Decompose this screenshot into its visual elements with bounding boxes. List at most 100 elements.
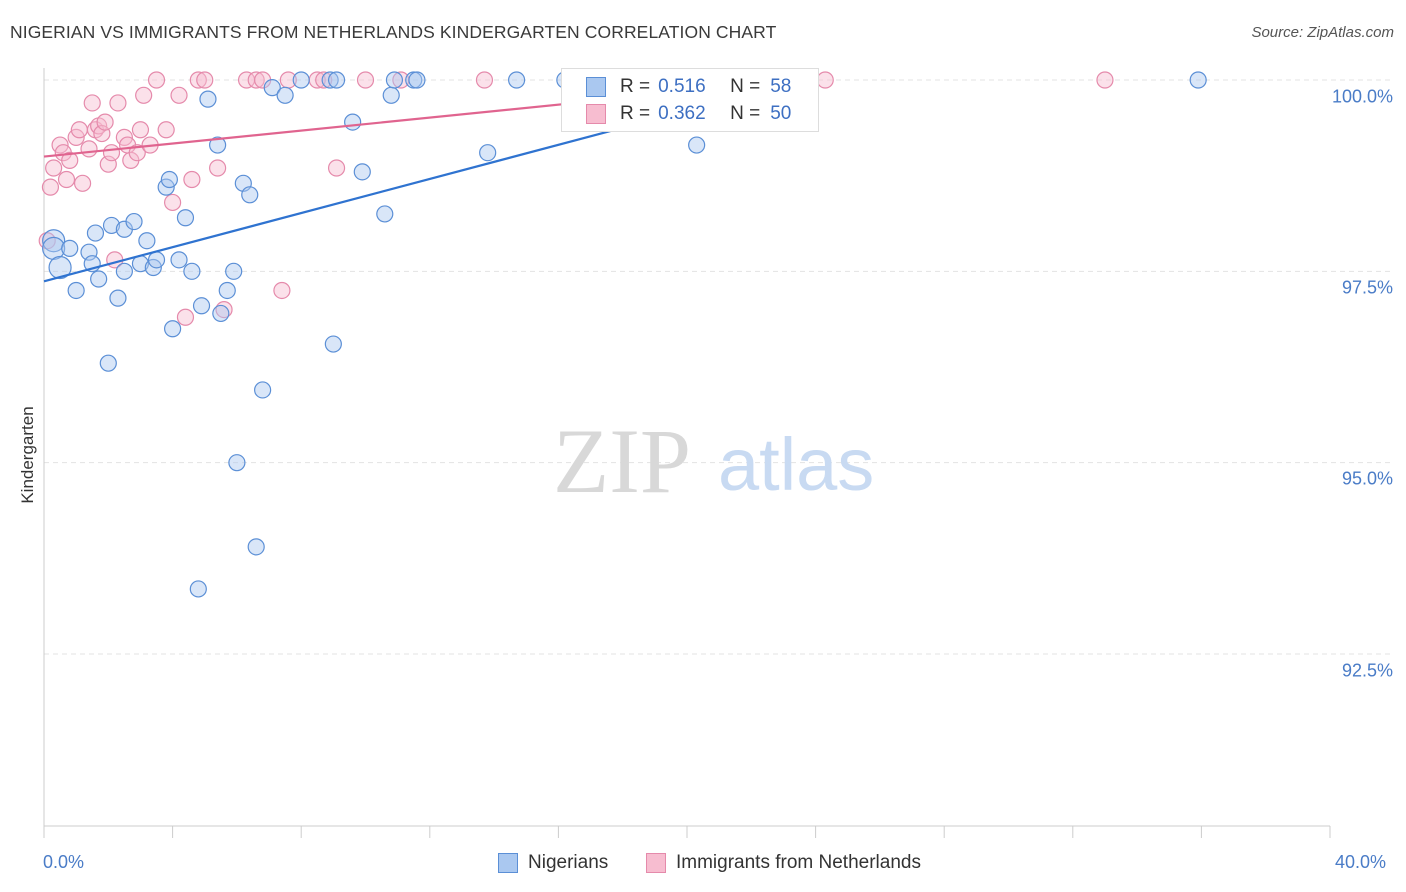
- nigerians-point: [228, 454, 246, 472]
- nigerians-point: [147, 251, 166, 269]
- bottom-legend-swatch-blue: [498, 853, 518, 873]
- nigerians-point: [125, 212, 143, 231]
- nigerians-point: [353, 163, 371, 181]
- y-axis-label: Kindergarten: [18, 406, 37, 504]
- nigerians-point: [48, 255, 72, 280]
- legend-n-label: N =: [730, 103, 761, 124]
- legend-swatch-blue: [586, 77, 606, 97]
- nigerians-point: [102, 216, 121, 235]
- legend-r-value: 0.516: [658, 76, 706, 97]
- nigerians-point: [479, 144, 497, 162]
- x-tick-label: 0.0%: [43, 852, 85, 872]
- nigerians-point: [164, 320, 182, 338]
- y-tick-label: 97.5%: [1341, 277, 1393, 298]
- nigerians-point: [225, 262, 243, 280]
- netherlands-point: [109, 94, 127, 112]
- netherlands-point: [73, 174, 92, 192]
- nigerians-point: [688, 136, 706, 154]
- bottom-legend-swatch-pink: [646, 853, 666, 873]
- netherlands-point: [80, 140, 98, 158]
- netherlands-point: [247, 71, 265, 89]
- nigerians-point: [160, 170, 178, 189]
- nigerians-point: [115, 262, 133, 280]
- nigerians-point: [170, 251, 188, 269]
- legend-n-value: 58: [770, 76, 792, 97]
- nigerians-point: [324, 335, 342, 353]
- nigerians-point: [263, 79, 281, 97]
- series-netherlands-points: [38, 71, 1114, 326]
- netherlands-point: [356, 71, 375, 89]
- y-tick-label: 92.5%: [1341, 660, 1393, 681]
- legend-n-label: N =: [730, 76, 761, 97]
- y-tick-label: 95.0%: [1341, 468, 1393, 489]
- axes: [43, 68, 1331, 838]
- x-tick-label: 40.0%: [1335, 852, 1387, 872]
- legend-n-value: 50: [770, 103, 792, 124]
- nigerians-point: [109, 289, 127, 307]
- netherlands-point: [273, 281, 291, 300]
- legend-row-nigerians: R = 0.516 N = 58: [586, 75, 791, 99]
- nigerians-point: [176, 209, 195, 227]
- legend-row-netherlands: R = 0.362 N = 50: [586, 102, 791, 126]
- bottom-legend-label: Nigerians: [528, 852, 609, 873]
- nigerians-point: [247, 538, 265, 556]
- netherlands-point: [189, 71, 207, 89]
- netherlands-point: [209, 159, 227, 177]
- netherlands-point: [816, 71, 834, 89]
- nigerians-point: [199, 90, 217, 108]
- netherlands-point: [83, 94, 101, 112]
- netherlands-point: [61, 151, 79, 169]
- nigerians-point: [90, 270, 108, 288]
- nigerians-point: [321, 71, 339, 89]
- nigerians-point: [42, 236, 66, 260]
- nigerians-point: [1189, 71, 1207, 89]
- netherlands-point: [196, 71, 214, 89]
- nigerians-point: [183, 262, 201, 280]
- nigerians-point: [508, 71, 526, 89]
- netherlands-point: [176, 308, 195, 326]
- legend-r-label: R =: [620, 76, 651, 97]
- nigerians-point: [86, 224, 105, 242]
- netherlands-point: [147, 71, 166, 89]
- netherlands-point: [475, 71, 494, 89]
- netherlands-point: [128, 144, 146, 162]
- netherlands-point: [135, 86, 153, 104]
- nigerians-point: [382, 86, 400, 104]
- nigerians-point: [254, 381, 272, 399]
- netherlands-point: [131, 121, 150, 139]
- nigerians-point: [376, 205, 394, 223]
- bottom-legend-label: Immigrants from Netherlands: [676, 852, 921, 873]
- legend-r-label: R =: [620, 103, 651, 124]
- nigerians-point: [138, 232, 156, 250]
- nigerians-point: [212, 304, 230, 323]
- watermark: ZIP atlas: [553, 410, 874, 512]
- nigerians-point: [408, 71, 426, 89]
- nigerians-point: [241, 186, 259, 204]
- netherlands-point: [45, 159, 63, 177]
- nigerians-point: [42, 229, 66, 253]
- netherlands-point: [96, 113, 114, 131]
- nigerians-point: [61, 239, 79, 257]
- nigerians-point: [189, 580, 207, 598]
- nigerians-point: [276, 86, 294, 104]
- bottom-legend-nigerians: Nigerians: [498, 852, 608, 874]
- netherlands-point: [164, 193, 182, 212]
- netherlands-point: [170, 86, 188, 104]
- nigerians-point: [192, 297, 211, 315]
- source-label: Source: ZipAtlas.com: [1251, 24, 1394, 41]
- netherlands-point: [157, 121, 175, 139]
- netherlands-point: [315, 71, 333, 89]
- netherlands-point: [183, 170, 201, 189]
- series-nigerians-points: [42, 71, 1207, 598]
- nigerians-point: [209, 136, 227, 154]
- nigerians-point: [99, 354, 117, 372]
- bottom-legend-netherlands: Immigrants from Netherlands: [646, 852, 921, 874]
- nigerians-point: [344, 113, 362, 131]
- y-tick-label: 100.0%: [1331, 86, 1393, 107]
- watermark-zip: ZIP: [553, 410, 691, 512]
- netherlands-point: [102, 144, 121, 162]
- nigerians-point: [327, 71, 346, 89]
- netherlands-point: [41, 178, 60, 196]
- netherlands-point: [327, 159, 346, 177]
